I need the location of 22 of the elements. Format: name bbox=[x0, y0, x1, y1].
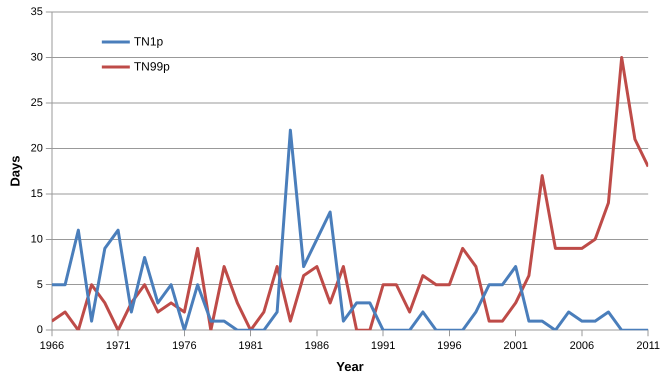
x-tick-label: 1966 bbox=[40, 340, 64, 352]
x-tick-label: 2011 bbox=[636, 340, 660, 352]
x-tick-label: 1971 bbox=[106, 340, 130, 352]
y-tick-label: 5 bbox=[36, 278, 43, 291]
y-tick-label: 25 bbox=[30, 96, 43, 109]
y-tick-label: 20 bbox=[30, 142, 43, 154]
y-tick-label: 10 bbox=[30, 233, 43, 246]
x-tick-label: 1991 bbox=[370, 340, 396, 352]
x-tick-label: 1996 bbox=[437, 340, 462, 352]
y-tick-label: 35 bbox=[30, 6, 43, 18]
x-axis-title: Year bbox=[336, 358, 364, 374]
y-tick-label: 0 bbox=[36, 324, 43, 336]
x-tick-label: 2006 bbox=[570, 340, 594, 352]
x-tick-label: 1986 bbox=[304, 340, 330, 352]
y-axis-title: Days bbox=[7, 156, 22, 187]
y-tick-label: 30 bbox=[30, 51, 43, 64]
y-tick-label: 15 bbox=[30, 188, 43, 200]
x-tick-label: 1981 bbox=[238, 340, 263, 352]
x-tick-label: 2001 bbox=[503, 340, 528, 352]
x-tick-label: 1976 bbox=[172, 340, 197, 352]
legend-label: TN1p bbox=[134, 34, 164, 48]
legend-label: TN99p bbox=[134, 59, 170, 74]
